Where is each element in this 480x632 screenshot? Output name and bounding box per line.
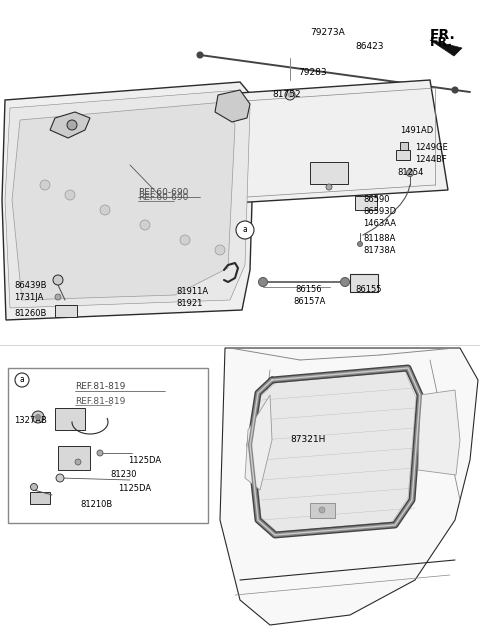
Polygon shape <box>254 371 416 532</box>
Bar <box>30 492 50 504</box>
Circle shape <box>340 277 349 286</box>
Circle shape <box>56 474 64 482</box>
Text: a: a <box>20 375 24 384</box>
Text: 86439B: 86439B <box>14 281 47 290</box>
Bar <box>58 446 90 470</box>
Text: 86423: 86423 <box>355 42 384 51</box>
Polygon shape <box>5 90 250 308</box>
Text: 81210B: 81210B <box>80 500 112 509</box>
Circle shape <box>67 120 77 130</box>
Text: a: a <box>242 226 247 234</box>
Circle shape <box>236 221 254 239</box>
Polygon shape <box>220 348 478 625</box>
Text: REF.60-690: REF.60-690 <box>138 193 188 202</box>
Text: 86157A: 86157A <box>293 297 325 306</box>
Circle shape <box>452 87 458 93</box>
Polygon shape <box>12 102 235 300</box>
Circle shape <box>100 205 110 215</box>
Bar <box>396 150 410 160</box>
Circle shape <box>215 245 225 255</box>
Bar <box>55 305 77 317</box>
Text: 81738A: 81738A <box>363 246 396 255</box>
Text: 1491AD: 1491AD <box>400 126 433 135</box>
Circle shape <box>358 241 362 246</box>
Bar <box>55 408 85 430</box>
Circle shape <box>55 294 61 300</box>
Text: 81752: 81752 <box>272 90 300 99</box>
Circle shape <box>97 450 103 456</box>
Circle shape <box>40 180 50 190</box>
Bar <box>310 503 335 518</box>
Text: REF.81-819: REF.81-819 <box>75 382 125 391</box>
Circle shape <box>259 277 267 286</box>
Polygon shape <box>200 80 448 205</box>
Text: 79283: 79283 <box>298 68 326 77</box>
Text: 81188A: 81188A <box>363 234 396 243</box>
Text: 81254: 81254 <box>397 168 423 177</box>
Text: 1327AB: 1327AB <box>14 416 47 425</box>
Text: 86156: 86156 <box>295 285 322 294</box>
Circle shape <box>407 169 413 176</box>
Circle shape <box>319 507 325 513</box>
Text: 81921: 81921 <box>176 299 203 308</box>
Circle shape <box>32 411 44 423</box>
Bar <box>8 368 208 523</box>
Text: REF.60-690: REF.60-690 <box>138 188 188 197</box>
Circle shape <box>326 184 332 190</box>
Circle shape <box>53 275 63 285</box>
Bar <box>310 162 348 184</box>
Circle shape <box>180 235 190 245</box>
Polygon shape <box>215 90 250 122</box>
Text: FR.: FR. <box>430 36 453 49</box>
Circle shape <box>15 373 29 387</box>
Text: 81230: 81230 <box>110 470 136 479</box>
Text: 1249GE: 1249GE <box>415 143 448 152</box>
Polygon shape <box>50 112 90 138</box>
Text: 1244BF: 1244BF <box>415 155 447 164</box>
Text: 1731JA: 1731JA <box>14 293 43 302</box>
Text: 1125DA: 1125DA <box>128 456 161 465</box>
Polygon shape <box>245 395 272 490</box>
Text: 86593D: 86593D <box>363 207 396 216</box>
Polygon shape <box>430 40 462 56</box>
Text: 79273A: 79273A <box>310 28 345 37</box>
Bar <box>350 274 378 292</box>
Text: 81260B: 81260B <box>14 309 47 318</box>
Text: 81911A: 81911A <box>176 287 208 296</box>
Circle shape <box>288 93 292 97</box>
Circle shape <box>36 415 40 420</box>
Text: 86590: 86590 <box>363 195 389 204</box>
Bar <box>355 196 377 210</box>
Polygon shape <box>418 390 460 475</box>
Polygon shape <box>2 82 255 320</box>
Text: REF.81-819: REF.81-819 <box>75 397 125 406</box>
Circle shape <box>140 220 150 230</box>
Circle shape <box>65 190 75 200</box>
Circle shape <box>285 90 295 100</box>
Circle shape <box>197 52 203 58</box>
Text: 1463AA: 1463AA <box>363 219 396 228</box>
Circle shape <box>75 459 81 465</box>
Circle shape <box>31 483 37 490</box>
Text: 86155: 86155 <box>355 285 382 294</box>
Bar <box>400 142 408 150</box>
Text: 1125DA: 1125DA <box>118 484 151 493</box>
Text: 87321H: 87321H <box>290 435 325 444</box>
Text: FR.: FR. <box>430 28 456 42</box>
